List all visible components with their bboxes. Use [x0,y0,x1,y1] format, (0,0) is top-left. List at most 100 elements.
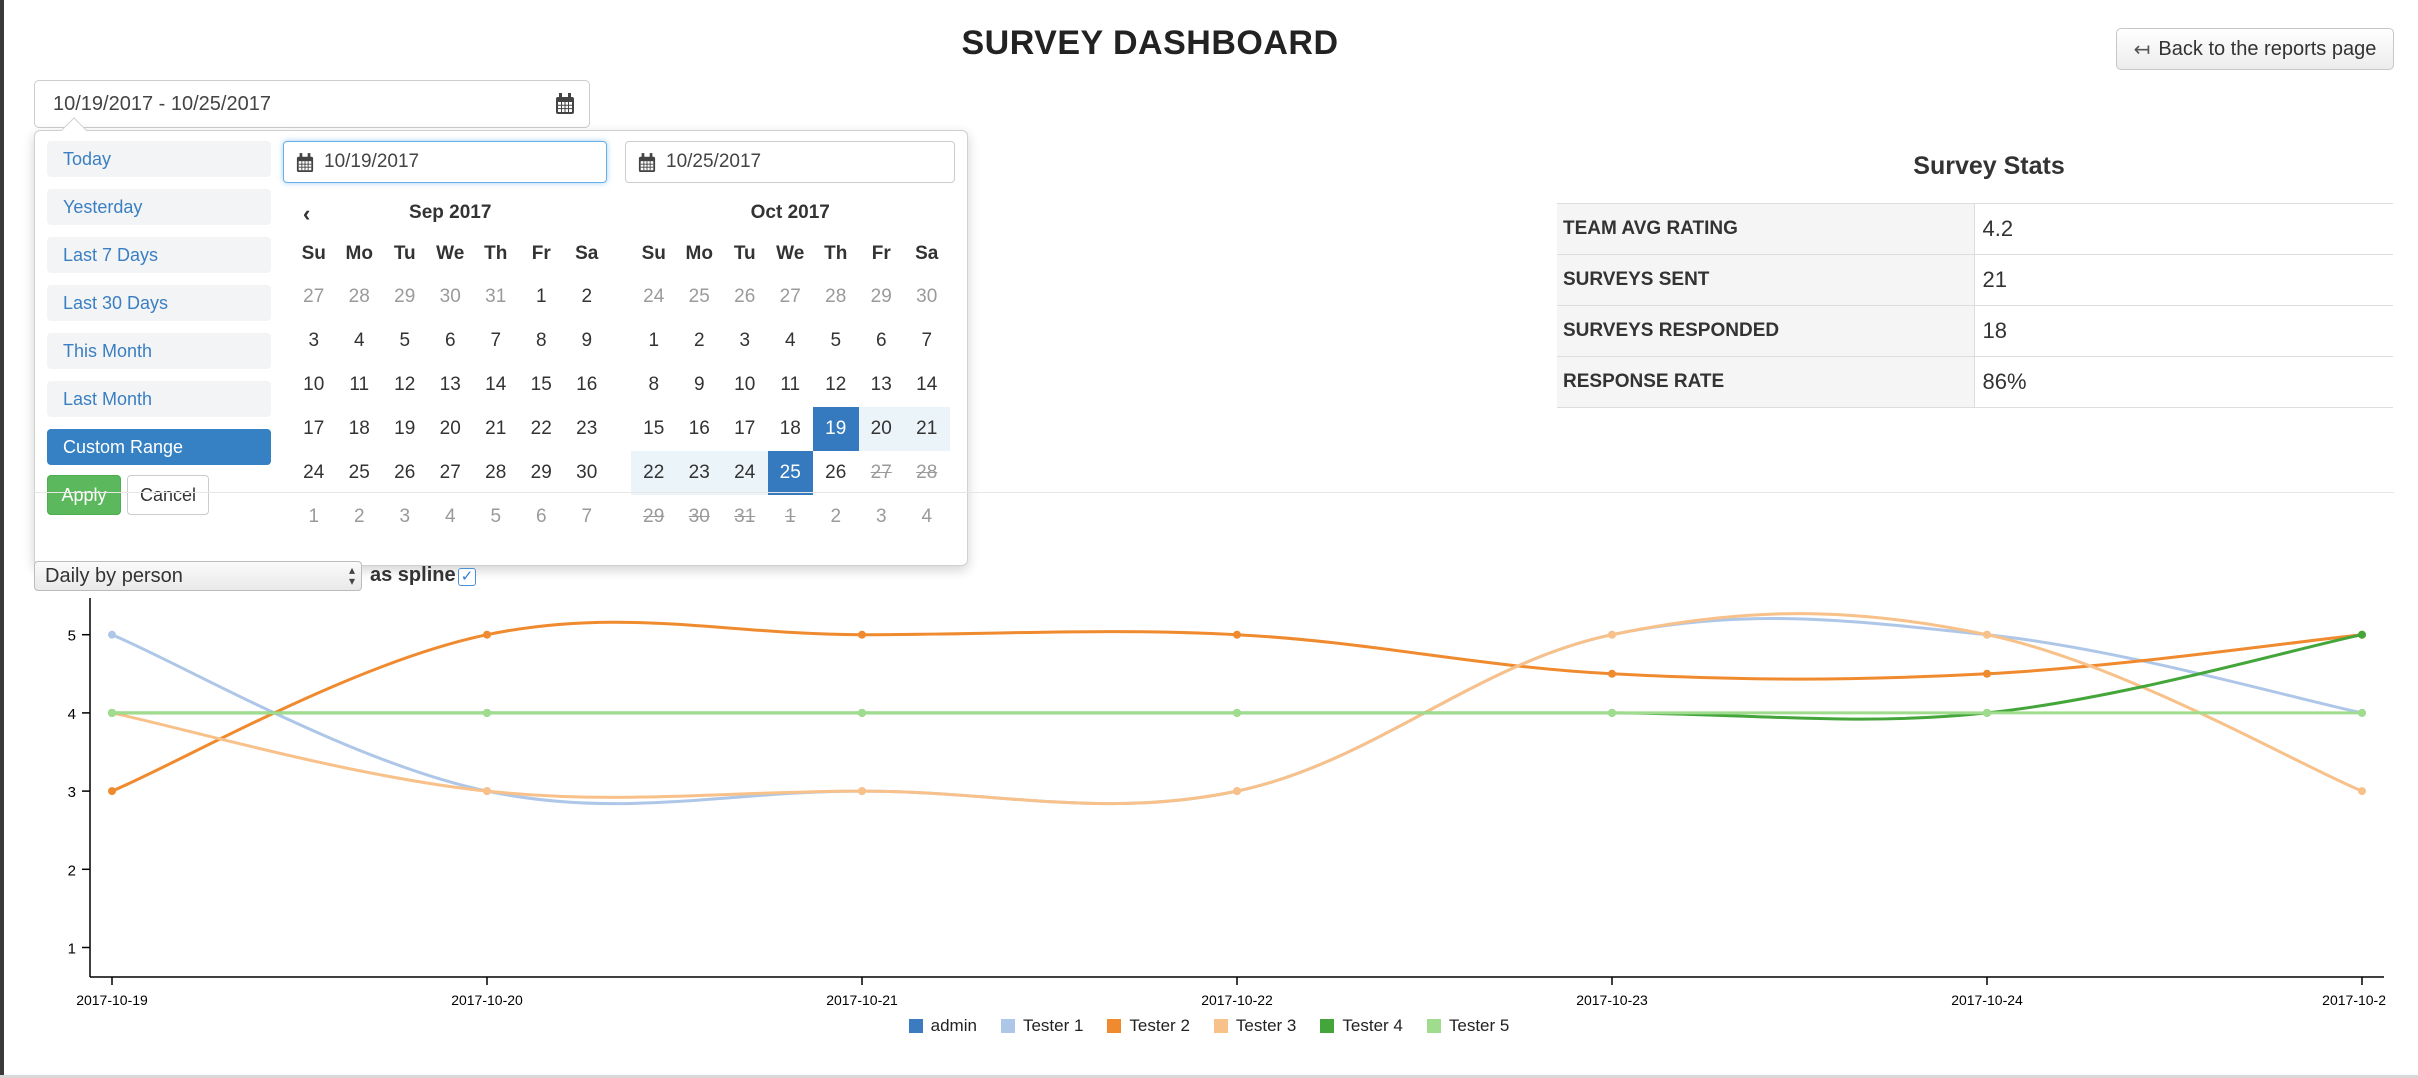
calendar-day[interactable]: 10 [303,374,325,395]
calendar-day[interactable]: 23 [576,418,598,439]
range-option[interactable]: Yesterday [47,189,271,225]
calendar-day[interactable]: 3 [875,506,887,527]
calendar-day[interactable]: 26 [825,462,847,483]
calendar-day[interactable]: 16 [576,374,598,395]
calendar-day[interactable]: 28 [825,286,847,307]
calendar-day[interactable]: 30 [439,286,461,307]
prev-month-arrow-icon[interactable]: ‹ [303,201,311,226]
calendar-day[interactable]: 13 [439,374,461,395]
calendar-day[interactable]: 6 [875,330,887,351]
range-option[interactable]: Last 30 Days [47,285,271,321]
legend-item[interactable]: Tester 2 [1107,1016,1190,1036]
calendar-day[interactable]: 6 [535,506,547,527]
calendar-day[interactable]: 21 [485,418,507,439]
calendar-day[interactable]: 20 [439,418,461,439]
spline-checkbox[interactable]: ✓ [458,568,476,586]
calendar-day[interactable]: 6 [444,330,456,351]
legend-item[interactable]: Tester 3 [1213,1016,1296,1036]
calendar-day[interactable]: 27 [439,462,461,483]
calendar-day[interactable]: 27 [779,286,801,307]
calendar-day[interactable]: 4 [784,330,796,351]
range-option[interactable]: Custom Range [47,429,271,465]
calendar-day[interactable]: 14 [916,374,938,395]
calendar-day[interactable]: 13 [870,374,892,395]
calendar-day[interactable]: 29 [530,462,552,483]
legend-item[interactable]: Tester 5 [1426,1016,1509,1036]
calendar-day[interactable]: 24 [303,462,325,483]
calendar-day[interactable]: 17 [734,418,756,439]
calendar-day[interactable]: 31 [485,286,507,307]
calendar-day[interactable]: 25 [767,451,813,495]
calendar-day[interactable]: 1 [535,286,547,307]
calendar-day[interactable]: 25 [688,286,710,307]
calendar-day[interactable]: 20 [858,407,904,451]
calendar-day[interactable]: 7 [490,330,502,351]
cancel-button[interactable]: Cancel [127,475,209,515]
calendar-day[interactable]: 8 [648,374,660,395]
calendar-day[interactable]: 2 [830,506,842,527]
calendar-day[interactable]: 27 [303,286,325,307]
calendar-day[interactable]: 1 [308,506,320,527]
calendar-day[interactable]: 3 [399,506,411,527]
range-option[interactable]: Today [47,141,271,177]
calendar-day[interactable]: 18 [348,418,370,439]
calendar-day[interactable]: 30 [916,286,938,307]
calendar-day[interactable]: 15 [530,374,552,395]
calendar-day[interactable]: 22 [530,418,552,439]
calendar-day[interactable]: 9 [693,374,705,395]
calendar-day[interactable]: 7 [921,330,933,351]
calendar-day[interactable]: 29 [394,286,416,307]
calendar-day[interactable]: 4 [921,506,933,527]
calendar-day[interactable]: 24 [722,451,768,495]
calendar-day[interactable]: 2 [581,286,593,307]
calendar-day[interactable]: 19 [813,407,859,451]
calendar-day[interactable]: 11 [780,374,801,395]
apply-button[interactable]: Apply [47,475,121,515]
calendar-day[interactable]: 28 [485,462,507,483]
range-option[interactable]: Last Month [47,381,271,417]
calendar-day[interactable]: 9 [581,330,593,351]
calendar-day[interactable]: 23 [676,451,722,495]
end-date-input[interactable]: 10/25/2017 [625,141,955,183]
calendar-day[interactable]: 10 [734,374,756,395]
legend-item[interactable]: Tester 1 [1000,1016,1083,1036]
calendar-day[interactable]: 4 [444,506,456,527]
legend-item[interactable]: admin [908,1016,977,1036]
calendar-day[interactable]: 26 [394,462,416,483]
calendar-day[interactable]: 17 [303,418,325,439]
start-date-input[interactable]: 10/19/2017 [283,141,607,183]
calendar-day[interactable]: 8 [535,330,547,351]
calendar-day[interactable]: 5 [830,330,842,351]
calendar-day[interactable]: 7 [581,506,593,527]
calendar-day[interactable]: 26 [734,286,756,307]
calendar-day[interactable]: 28 [348,286,370,307]
calendar-day[interactable]: 5 [399,330,411,351]
calendar-day[interactable]: 18 [779,418,801,439]
calendar-day[interactable]: 3 [739,330,751,351]
range-option[interactable]: Last 7 Days [47,237,271,273]
calendar-day[interactable]: 15 [643,418,665,439]
calendar-day[interactable]: 14 [485,374,507,395]
calendar-day[interactable]: 3 [308,330,320,351]
calendar-day[interactable]: 11 [349,374,370,395]
calendar-day[interactable]: 30 [576,462,598,483]
calendar-day[interactable]: 12 [394,374,416,395]
calendar-day[interactable]: 19 [394,418,416,439]
calendar-day[interactable]: 2 [353,506,365,527]
calendar-day[interactable]: 12 [825,374,847,395]
calendar-day[interactable]: 22 [631,451,677,495]
calendar-day[interactable]: 25 [348,462,370,483]
legend-item[interactable]: Tester 4 [1320,1016,1403,1036]
calendar-day[interactable]: 21 [904,407,950,451]
calendar-day[interactable]: 4 [353,330,365,351]
chart-view-select[interactable]: Daily by person ▴ ▾ [34,561,362,591]
range-option[interactable]: This Month [47,333,271,369]
date-range-input[interactable]: 10/19/2017 - 10/25/2017 [34,80,590,128]
calendar-day[interactable]: 29 [870,286,892,307]
calendar-day[interactable]: 2 [693,330,705,351]
calendar-day[interactable]: 24 [643,286,665,307]
calendar-day[interactable]: 5 [490,506,502,527]
calendar-day[interactable]: 16 [688,418,710,439]
calendar-day[interactable]: 1 [648,330,660,351]
back-to-reports-button[interactable]: ↤ Back to the reports page [2116,28,2394,70]
